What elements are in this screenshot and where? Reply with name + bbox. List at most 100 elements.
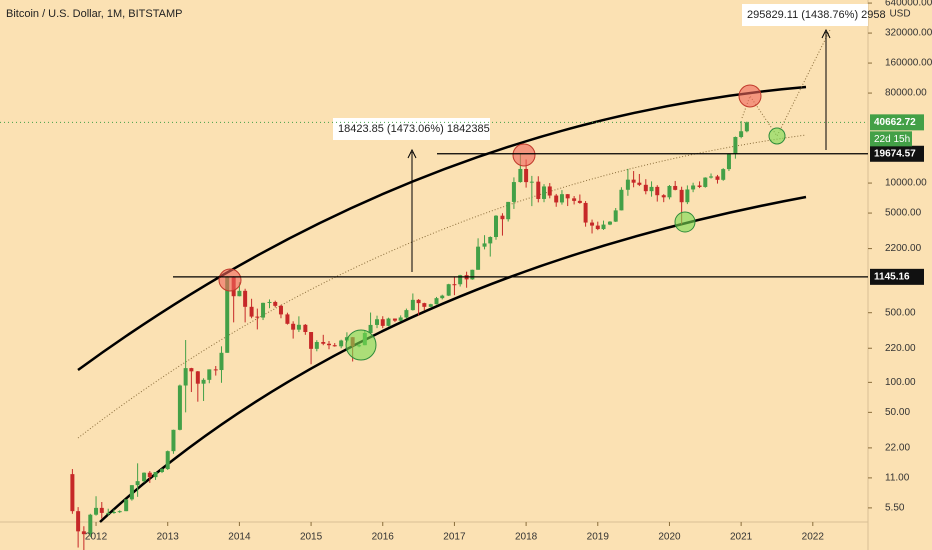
bottom-circle bbox=[768, 127, 786, 145]
x-tick-label: 2018 bbox=[515, 532, 538, 543]
candle-body bbox=[643, 184, 648, 192]
candle-body bbox=[649, 186, 654, 192]
y-tick-label: 10000.00 bbox=[885, 178, 927, 189]
candle-body bbox=[267, 301, 272, 303]
level-label: 19674.57 bbox=[874, 148, 916, 159]
arrow-head bbox=[821, 28, 831, 39]
candle-body bbox=[380, 319, 385, 326]
candle-body bbox=[129, 485, 134, 500]
candle-body bbox=[177, 385, 182, 430]
candle-body bbox=[494, 215, 498, 238]
candle-body bbox=[542, 186, 547, 199]
candle-body bbox=[291, 323, 296, 330]
candle-body bbox=[619, 189, 624, 211]
candle-body bbox=[410, 299, 415, 311]
candle-body bbox=[183, 368, 188, 386]
candle-body bbox=[744, 122, 749, 132]
candle-body bbox=[243, 290, 248, 307]
candle-body bbox=[285, 314, 290, 324]
candle-body bbox=[314, 342, 319, 349]
candle-body bbox=[159, 469, 164, 473]
candle-body bbox=[273, 301, 278, 306]
candle-body bbox=[225, 277, 230, 353]
top-circle bbox=[512, 143, 536, 167]
candle-body bbox=[577, 200, 582, 203]
annotation-box bbox=[742, 4, 868, 26]
candle-body bbox=[601, 224, 606, 230]
candle-body bbox=[189, 368, 194, 372]
candle-body bbox=[607, 221, 612, 225]
x-tick-label: 2016 bbox=[372, 532, 395, 543]
bottom-circle bbox=[674, 211, 696, 233]
top-circle bbox=[738, 84, 762, 108]
candle-body bbox=[631, 179, 636, 183]
y-tick-label: 5.50 bbox=[885, 503, 905, 514]
candle-body bbox=[249, 306, 254, 317]
y-tick-label: 80000.00 bbox=[885, 88, 927, 99]
x-tick-label: 2022 bbox=[802, 532, 825, 543]
x-tick-label: 2017 bbox=[443, 532, 466, 543]
last-price-label: 40662.72 bbox=[874, 117, 916, 128]
candle-body bbox=[375, 319, 380, 325]
candle-body bbox=[518, 168, 523, 183]
candle-body bbox=[416, 299, 421, 304]
candle-body bbox=[524, 168, 529, 183]
candle-body bbox=[422, 303, 427, 307]
marks bbox=[70, 121, 749, 550]
candle-body bbox=[673, 185, 678, 190]
y-tick-label: 220.00 bbox=[885, 343, 916, 354]
candle-body bbox=[655, 186, 660, 196]
candle-body bbox=[124, 499, 129, 512]
candle-body bbox=[88, 514, 93, 535]
candle-body bbox=[667, 185, 672, 198]
y-tick-label: 22.00 bbox=[885, 443, 910, 454]
candle-body bbox=[470, 269, 475, 280]
candle-body bbox=[482, 243, 487, 247]
candle-body bbox=[739, 131, 744, 137]
candle-body bbox=[392, 318, 397, 321]
countdown-bg bbox=[870, 131, 912, 147]
candle-body bbox=[111, 512, 116, 514]
arrow-head bbox=[407, 148, 417, 159]
candle-body bbox=[685, 189, 690, 203]
candle-body bbox=[219, 352, 224, 371]
upper-channel bbox=[77, 85, 807, 372]
candle-body bbox=[703, 177, 708, 187]
candle-body bbox=[726, 153, 731, 170]
candle-body bbox=[386, 318, 391, 326]
candle-body bbox=[81, 531, 86, 535]
level-label: 1145.16 bbox=[874, 271, 910, 282]
candle-body bbox=[709, 176, 714, 178]
x-tick-label: 2012 bbox=[85, 532, 108, 543]
y-tick-label: 5000.00 bbox=[885, 208, 922, 219]
last-price-bg bbox=[870, 114, 924, 131]
annotation: 18423.85 (1473.06%) 1842385 bbox=[338, 123, 490, 135]
y-tick-label: 500.00 bbox=[885, 307, 916, 318]
candle-body bbox=[296, 324, 301, 330]
x-tick-label: 2014 bbox=[228, 532, 251, 543]
x-tick-label: 2013 bbox=[157, 532, 180, 543]
y-tick-label: 160000.00 bbox=[885, 58, 932, 69]
candle-body bbox=[326, 343, 331, 346]
candle-body bbox=[583, 202, 588, 223]
y-tick-label: 320000.00 bbox=[885, 28, 932, 39]
candle-body bbox=[106, 512, 111, 514]
y-tick-label: 2200.00 bbox=[885, 243, 922, 254]
median-curve bbox=[77, 134, 807, 439]
candle-body bbox=[595, 225, 600, 230]
candle-body bbox=[332, 345, 337, 347]
candle-body bbox=[511, 182, 516, 202]
x-tick-label: 2019 bbox=[587, 532, 610, 543]
candle-body bbox=[368, 324, 373, 333]
candle-body bbox=[135, 481, 140, 486]
candle-body bbox=[99, 507, 104, 513]
countdown: 22d 15h bbox=[874, 134, 910, 145]
annotation: 295829.11 (1438.76%) 2958 bbox=[747, 9, 886, 21]
x-tick-label: 2020 bbox=[658, 532, 681, 543]
level-label-bg bbox=[870, 145, 924, 162]
candle-body bbox=[554, 195, 559, 203]
candle-body bbox=[237, 290, 242, 297]
candle-body bbox=[195, 371, 200, 384]
candle-body bbox=[613, 210, 618, 222]
